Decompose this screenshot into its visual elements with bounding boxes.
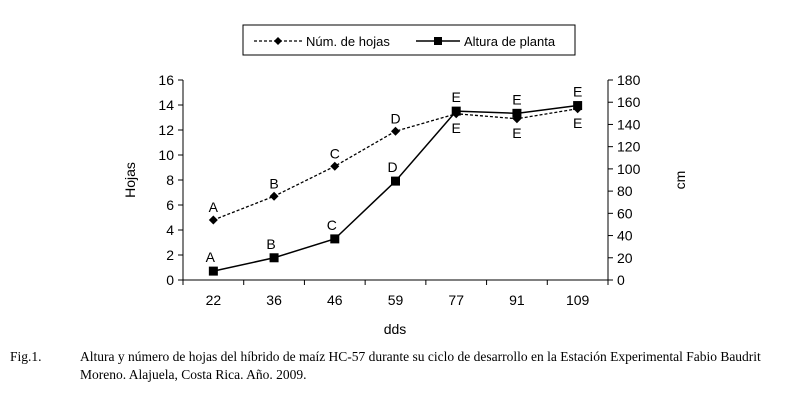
y-tick-label: 4 — [166, 222, 174, 238]
y2-tick-label: 80 — [617, 183, 633, 199]
y-tick-label: 0 — [166, 272, 174, 288]
y-tick-label: 12 — [158, 122, 174, 138]
altura-point-label: C — [327, 217, 337, 233]
y2-tick-label: 140 — [617, 116, 641, 132]
x-tick-label: 46 — [327, 292, 343, 308]
hojas-point — [391, 126, 400, 136]
y2-axis-title: cm — [672, 171, 688, 190]
altura-point — [451, 106, 461, 116]
hojas-point-label: A — [209, 199, 219, 215]
legend-hojas-marker — [274, 37, 282, 45]
y-tick-label: 8 — [166, 172, 174, 188]
altura-point-label: D — [387, 159, 397, 175]
legend-altura-label: Altura de planta — [464, 34, 556, 49]
y-tick-label: 16 — [158, 72, 174, 88]
y2-tick-label: 160 — [617, 94, 641, 110]
y-tick-label: 14 — [158, 97, 174, 113]
y2-tick-label: 100 — [617, 161, 641, 177]
altura-point — [391, 176, 400, 186]
altura-point — [330, 234, 340, 244]
y2-tick-label: 60 — [617, 205, 633, 221]
x-tick-label: 36 — [266, 292, 282, 308]
x-tick-label: 77 — [448, 292, 464, 308]
altura-point — [512, 108, 522, 118]
y2-tick-label: 20 — [617, 250, 633, 266]
hojas-point-label: E — [573, 115, 582, 131]
legend-box — [242, 24, 576, 56]
hojas-point — [269, 191, 279, 201]
hojas-point-label: E — [452, 120, 461, 136]
hojas-point-label: D — [390, 110, 400, 126]
y2-tick-label: 40 — [617, 228, 633, 244]
hojas-point-label: B — [269, 175, 278, 191]
altura-point-label: B — [266, 236, 275, 252]
y-axis-title: Hojas — [122, 162, 138, 198]
y-tick-label: 6 — [166, 197, 174, 213]
x-tick-label: 22 — [206, 292, 222, 308]
caption-text: Altura y número de hojas del híbrido de … — [80, 349, 761, 382]
altura-point-label: E — [573, 84, 582, 100]
y-tick-label: 10 — [158, 147, 174, 163]
legend: Núm. de hojas Altura de planta — [242, 24, 576, 56]
altura-point — [573, 101, 583, 111]
altura-point — [269, 253, 279, 263]
x-tick-label: 59 — [388, 292, 404, 308]
caption-number: Fig.1. — [10, 349, 42, 364]
hojas-point-label: E — [512, 125, 521, 141]
x-tick-label: 91 — [509, 292, 525, 308]
legend-hojas-label: Núm. de hojas — [306, 34, 390, 49]
hojas-point-label: C — [330, 145, 340, 161]
altura-point-label: E — [452, 89, 461, 105]
x-axis-title: dds — [384, 321, 407, 337]
x-tick-label: 109 — [566, 292, 590, 308]
hojas-point — [208, 215, 218, 225]
altura-point — [208, 266, 218, 276]
y-tick-label: 2 — [166, 247, 174, 263]
chart-svg: Núm. de hojas Altura de planta 024681012… — [122, 24, 688, 337]
legend-altura-marker — [434, 37, 442, 45]
y2-tick-label: 180 — [617, 72, 641, 88]
hojas-point — [330, 161, 340, 171]
series — [208, 101, 583, 276]
y2-tick-label: 120 — [617, 139, 641, 155]
y2-tick-label: 0 — [617, 272, 625, 288]
altura-point-label: E — [512, 91, 521, 107]
altura-point-label: A — [206, 249, 216, 265]
